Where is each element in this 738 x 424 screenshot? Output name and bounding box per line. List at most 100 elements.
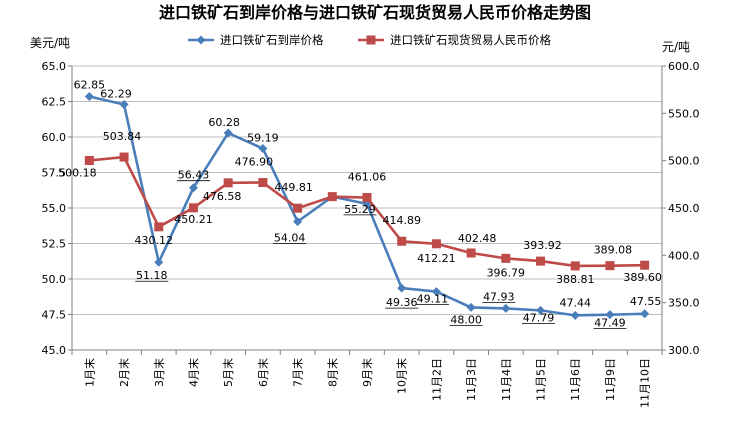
rmb-price-point	[258, 178, 268, 188]
rmb-data-label: 393.92	[523, 239, 562, 252]
right-tick-label: 400.0	[668, 249, 700, 262]
rmb-data-label: 414.89	[382, 214, 421, 227]
usd-data-label: 56.43	[178, 169, 210, 182]
usd-data-label: 47.79	[523, 311, 555, 324]
rmb-data-label: 412.21	[417, 252, 456, 265]
x-tick-label: 11月2日	[430, 358, 443, 401]
rmb-data-label: 389.60	[623, 271, 662, 284]
rmb-data-label: 430.12	[135, 234, 174, 247]
right-axis-unit: 元/吨	[662, 40, 690, 54]
rmb-data-label: 461.06	[348, 171, 387, 184]
rmb-data-label: 402.48	[458, 232, 497, 245]
left-tick-label: 55.0	[42, 202, 67, 215]
rmb-data-label: 450.21	[174, 213, 213, 226]
usd-data-label: 54.04	[274, 232, 306, 245]
rmb-price-point	[327, 192, 337, 202]
left-tick-label: 50.0	[42, 273, 67, 286]
x-tick-label: 11月9日	[604, 358, 617, 401]
left-tick-label: 62.5	[42, 96, 67, 109]
usd-price-point	[154, 257, 164, 267]
legend-label: 进口铁矿石现货贸易人民币价格	[390, 33, 551, 47]
x-tick-label: 11月4日	[500, 358, 513, 401]
legend-marker-diamond	[196, 35, 206, 45]
rmb-price-point	[397, 236, 407, 246]
usd-data-label: 47.93	[483, 290, 515, 303]
usd-price-point	[119, 99, 129, 109]
series-layer	[84, 92, 650, 320]
rmb-price-point	[223, 178, 233, 188]
x-tick-label: 11月3日	[465, 358, 478, 401]
rmb-price-point	[188, 203, 198, 213]
rmb-price-point	[640, 260, 650, 270]
rmb-price-point	[605, 261, 615, 271]
rmb-data-label: 396.79	[487, 266, 526, 279]
rmb-data-label: 476.90	[235, 156, 274, 169]
usd-data-label: 62.85	[74, 79, 106, 92]
usd-data-label: 47.49	[594, 317, 626, 330]
right-tick-label: 300.0	[668, 344, 700, 357]
usd-data-label: 51.18	[136, 269, 168, 282]
right-tick-label: 550.0	[668, 107, 700, 120]
x-tick-label: 1月末	[82, 358, 96, 387]
chart-title: 进口铁矿石到岸价格与进口铁矿石现货贸易人民币价格走势图	[159, 3, 591, 22]
rmb-price-point	[119, 152, 129, 162]
x-tick-label: 9月末	[360, 358, 374, 387]
rmb-price-point	[154, 222, 164, 232]
left-tick-label: 60.0	[42, 131, 67, 144]
legend: 进口铁矿石到岸价格 进口铁矿石现货贸易人民币价格	[188, 33, 551, 47]
left-tick-label: 65.0	[42, 60, 67, 73]
rmb-data-label: 388.81	[556, 273, 595, 286]
usd-price-point	[501, 303, 511, 313]
usd-data-label: 55.29	[344, 203, 376, 216]
usd-price-point	[293, 217, 303, 227]
usd-price-point	[466, 302, 476, 312]
rmb-price-point	[362, 193, 372, 203]
x-tick-label: 3月末	[152, 358, 166, 387]
right-tick-label: 450.0	[668, 202, 700, 215]
x-tick-label: 5月末	[221, 358, 235, 387]
left-axis-unit: 美元/吨	[30, 36, 70, 50]
rmb-data-label: 476.58	[203, 190, 242, 203]
rmb-data-label: 389.08	[594, 244, 633, 257]
usd-data-label: 60.28	[208, 116, 240, 129]
usd-data-label: 47.55	[630, 295, 662, 308]
usd-price-point	[188, 183, 198, 193]
x-tick-label: 8月末	[325, 358, 339, 387]
usd-price-point	[223, 128, 233, 138]
usd-price-point	[605, 310, 615, 320]
right-tick-label: 500.0	[668, 155, 700, 168]
usd-data-label: 59.19	[247, 132, 279, 145]
left-tick-label: 45.0	[42, 344, 67, 357]
left-tick-label: 52.5	[42, 238, 67, 251]
rmb-price-point	[536, 256, 546, 266]
usd-price-point	[640, 309, 650, 319]
left-tick-label: 47.5	[42, 309, 67, 322]
usd-price-point	[536, 305, 546, 315]
right-tick-label: 350.0	[668, 297, 700, 310]
usd-price-point	[397, 283, 407, 293]
usd-data-label: 47.44	[559, 296, 591, 309]
rmb-price-point	[293, 203, 303, 213]
rmb-price-point	[570, 261, 580, 271]
rmb-price-point	[501, 253, 511, 263]
usd-price-point	[258, 144, 268, 154]
rmb-data-label: 500.18	[58, 166, 97, 179]
right-tick-label: 600.0	[668, 60, 700, 73]
usd-data-label: 48.00	[450, 313, 482, 326]
rmb-data-label: 503.84	[103, 130, 142, 143]
legend-label: 进口铁矿石到岸价格	[220, 33, 324, 47]
rmb-price-point	[84, 155, 94, 165]
legend-marker-square	[366, 35, 376, 45]
rmb-price-point	[466, 248, 476, 258]
x-tick-label: 4月末	[186, 358, 200, 387]
x-tick-label: 10月末	[395, 358, 409, 394]
usd-data-label: 49.36	[386, 296, 418, 309]
usd-price-point	[84, 92, 94, 102]
x-tick-label: 7月末	[291, 358, 305, 387]
x-tick-label: 11月6日	[569, 358, 582, 401]
rmb-price-point	[431, 239, 441, 249]
usd-price-point	[431, 287, 441, 297]
